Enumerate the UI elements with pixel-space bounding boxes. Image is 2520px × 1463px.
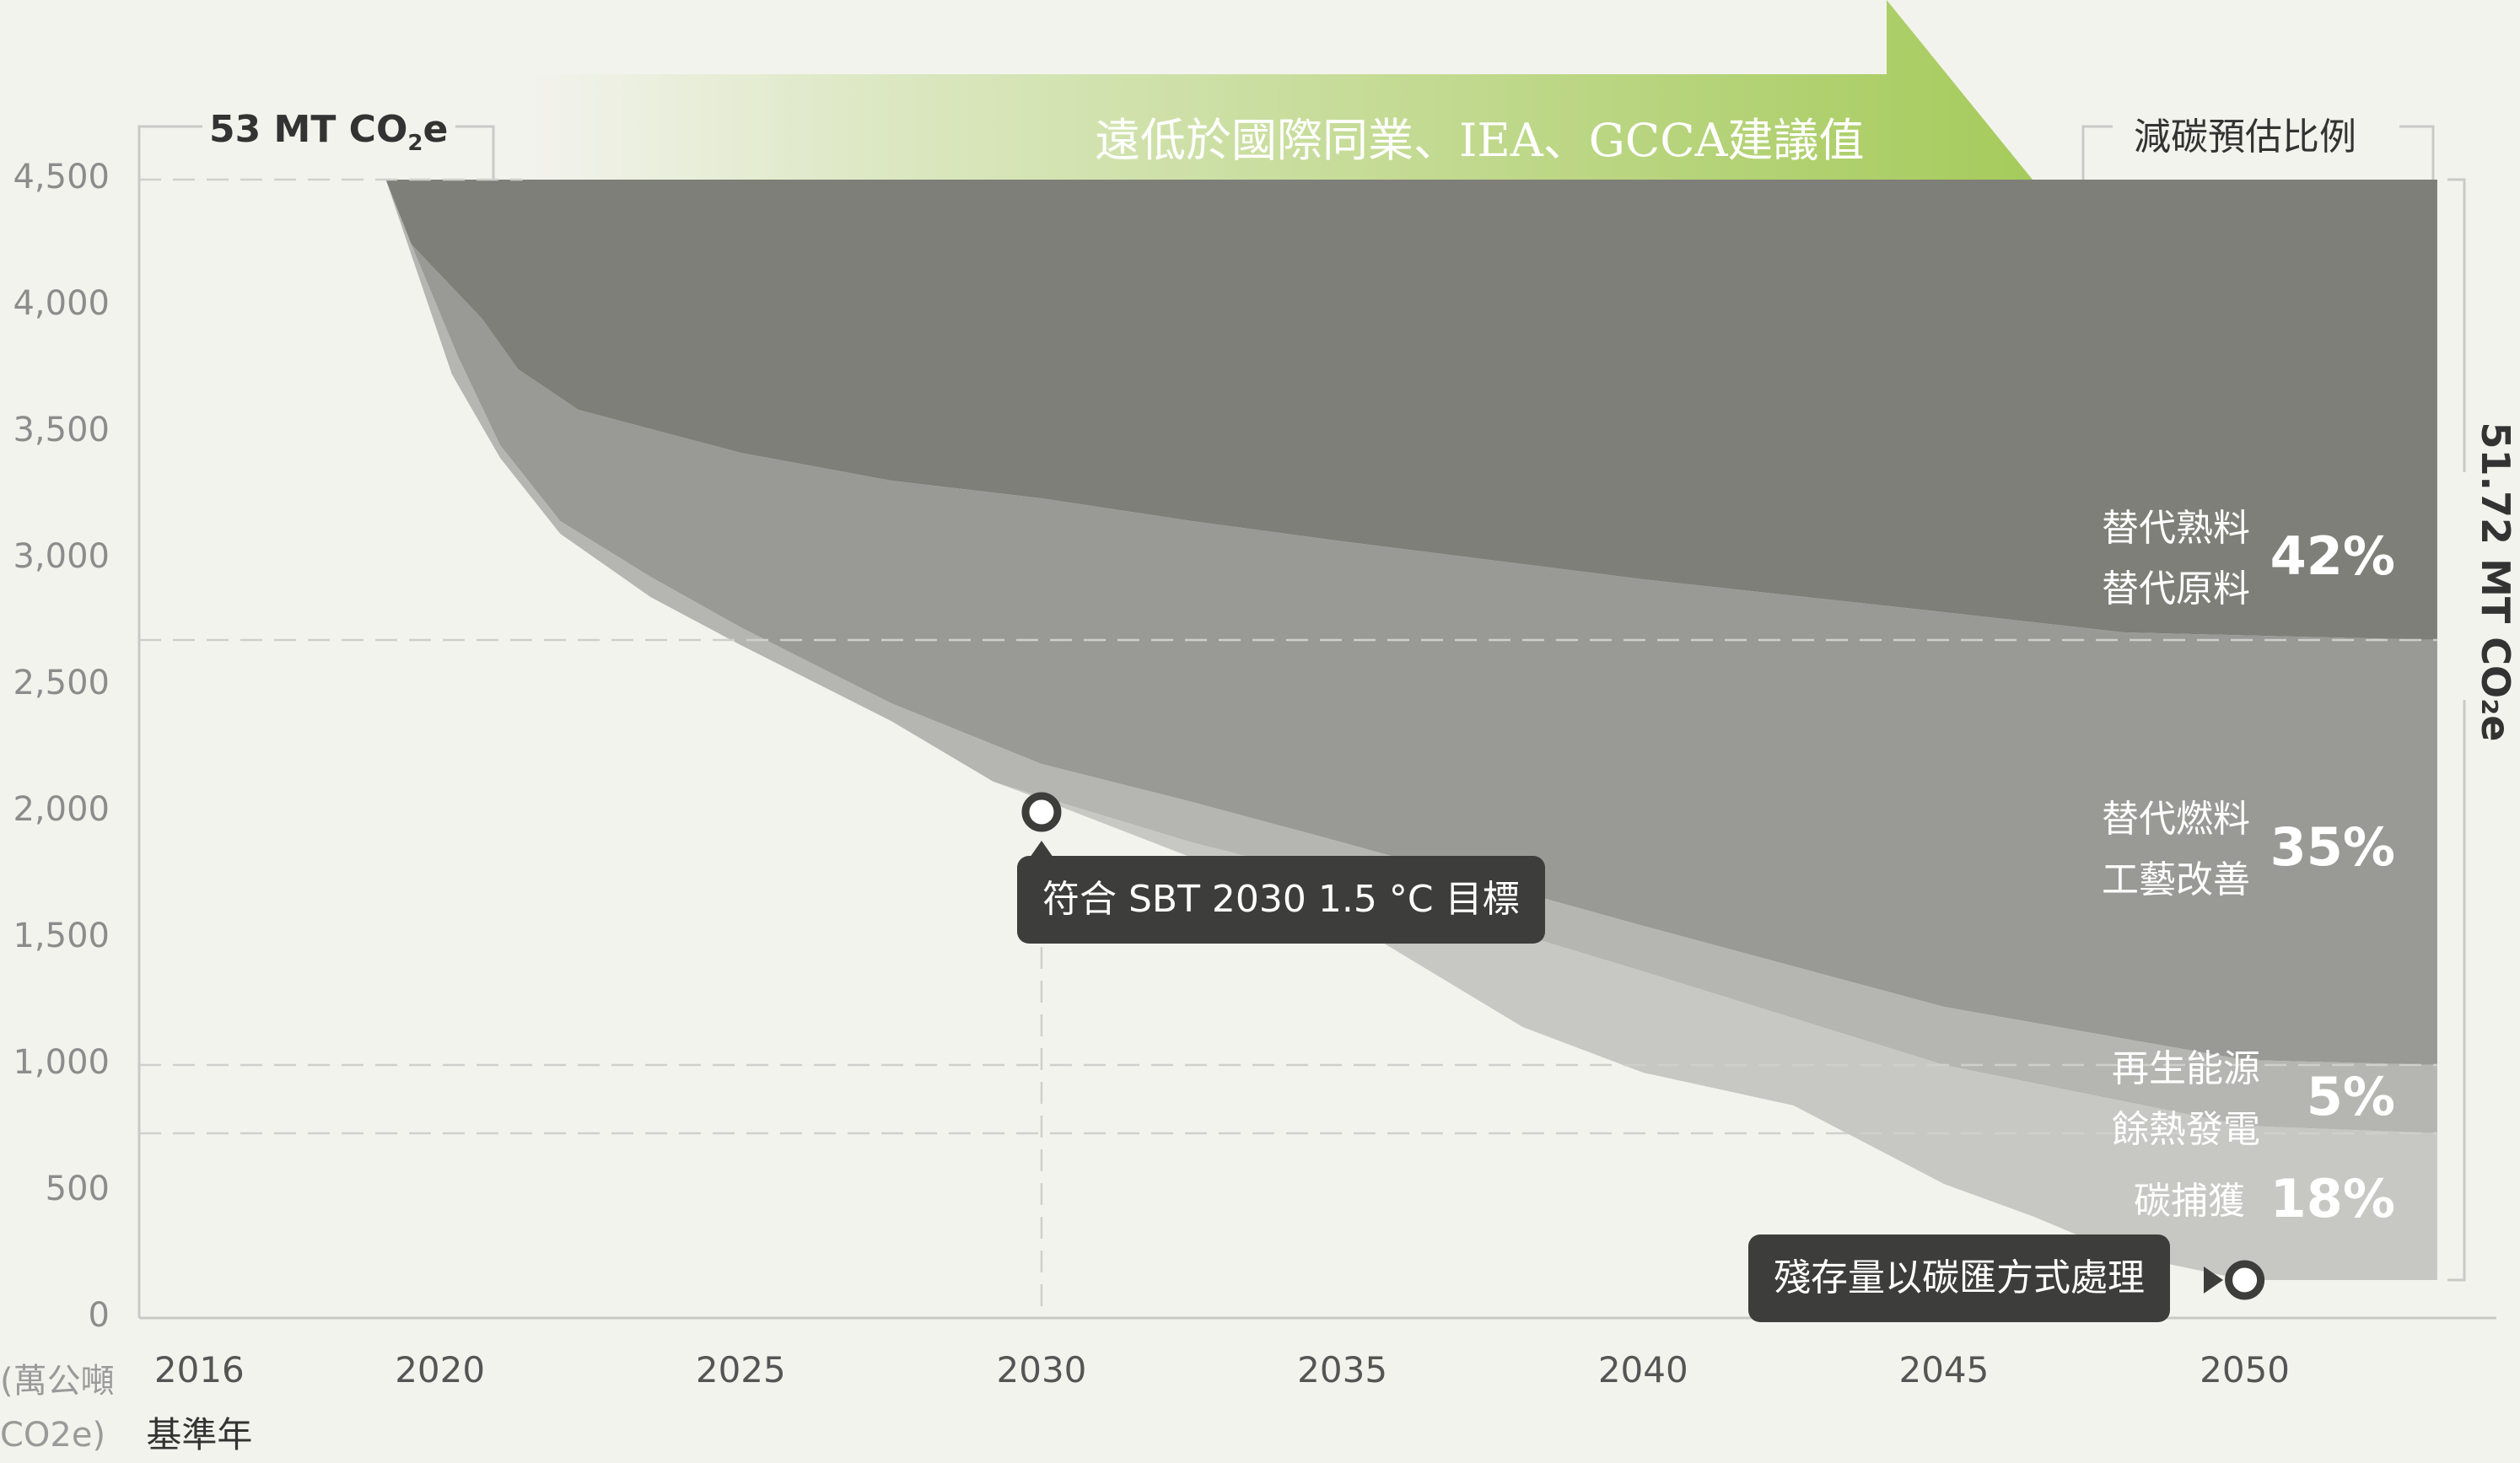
- y-tick-label: 500: [45, 1170, 110, 1208]
- callout-pointer-residual-sink: [2204, 1267, 2223, 1294]
- percentage-label-3: 5%: [2306, 1065, 2395, 1127]
- category-label-line: 替代燃料: [2102, 798, 2250, 841]
- y-axis-unit-line2: CO2e): [0, 1416, 106, 1455]
- left-bracket: [137, 125, 495, 180]
- y-axis-unit-line1: (萬公噸: [0, 1362, 115, 1401]
- title-left-sub: 2: [407, 130, 423, 156]
- marker-residual-sink: [2225, 1260, 2265, 1300]
- category-label-line: 替代熟料: [2102, 507, 2250, 550]
- y-tick-label: 2,000: [13, 790, 110, 829]
- x-tick-label: 2030: [996, 1349, 1087, 1390]
- category-label-3: 再生能源 餘熱發電: [2041, 1039, 2260, 1160]
- title-left-tail: e: [423, 108, 449, 151]
- category-label-4: 碳捕獲: [2026, 1171, 2245, 1232]
- legend-title: 減碳預估比例: [2134, 116, 2356, 159]
- category-label-line: 碳捕獲: [2134, 1180, 2245, 1223]
- area-band-4: [385, 180, 2437, 1280]
- banner-text: 遠低於國際同業、IEA、GCCA建議值: [1095, 114, 1865, 167]
- category-label-2: 替代燃料 工藝改善: [2031, 789, 2250, 911]
- y-tick-label: 1,000: [13, 1043, 110, 1082]
- y-tick-label: 3,500: [13, 411, 110, 449]
- y-tick-label: 4,000: [13, 284, 110, 323]
- right-total-label: 51.72 MT CO₂e: [2473, 422, 2518, 742]
- category-label-line: 工藝改善: [2102, 858, 2250, 901]
- x-tick-label: 2050: [2200, 1349, 2291, 1390]
- category-label-line: 餘熱發電: [2112, 1107, 2260, 1151]
- y-tick-label: 3,000: [13, 537, 110, 576]
- right-bracket: [2447, 178, 2466, 1282]
- x-tick-sublabel: 基準年: [146, 1414, 253, 1455]
- area-band-1: [385, 180, 2437, 640]
- x-tick-label: 2040: [1597, 1349, 1688, 1390]
- x-tick-label: 2025: [695, 1349, 786, 1390]
- callout-pointer-sbt-2030-target: [1029, 841, 1053, 858]
- y-tick-label: 1,500: [13, 917, 110, 955]
- area-band-3: [385, 180, 2437, 1133]
- category-label-1: 替代熟料 替代原料: [2031, 498, 2250, 620]
- percentage-label-2: 35%: [2270, 816, 2395, 878]
- category-label-line: 替代原料: [2102, 567, 2250, 610]
- callout-residual-sink: 殘存量以碳匯方式處理: [1748, 1234, 2170, 1322]
- marker-sbt-2030-target: [1021, 792, 1062, 832]
- y-axis-unit: (萬公噸 CO2e): [0, 1354, 115, 1462]
- category-label-line: 再生能源: [2112, 1046, 2260, 1090]
- x-tick-label: 2020: [395, 1349, 486, 1390]
- title-left: 53 MT CO2e: [209, 108, 448, 156]
- percentage-label-4: 18%: [2270, 1168, 2395, 1229]
- area-band-2: [385, 180, 2437, 1065]
- y-tick-label: 0: [88, 1296, 110, 1335]
- percentage-label-1: 42%: [2270, 525, 2395, 587]
- banner-arrow: [523, 0, 2033, 180]
- x-tick-label: 2035: [1297, 1349, 1388, 1390]
- x-tick-label: 2016: [153, 1349, 245, 1390]
- title-left-main: 53 MT CO: [209, 108, 408, 151]
- legend-bracket: [2081, 125, 2435, 180]
- x-tick-label: 2045: [1898, 1349, 1990, 1390]
- y-tick-label: 2,500: [13, 664, 110, 702]
- callout-sbt-2030-target: 符合 SBT 2030 1.5 °C 目標: [1016, 856, 1545, 944]
- y-tick-label: 4,500: [13, 158, 110, 196]
